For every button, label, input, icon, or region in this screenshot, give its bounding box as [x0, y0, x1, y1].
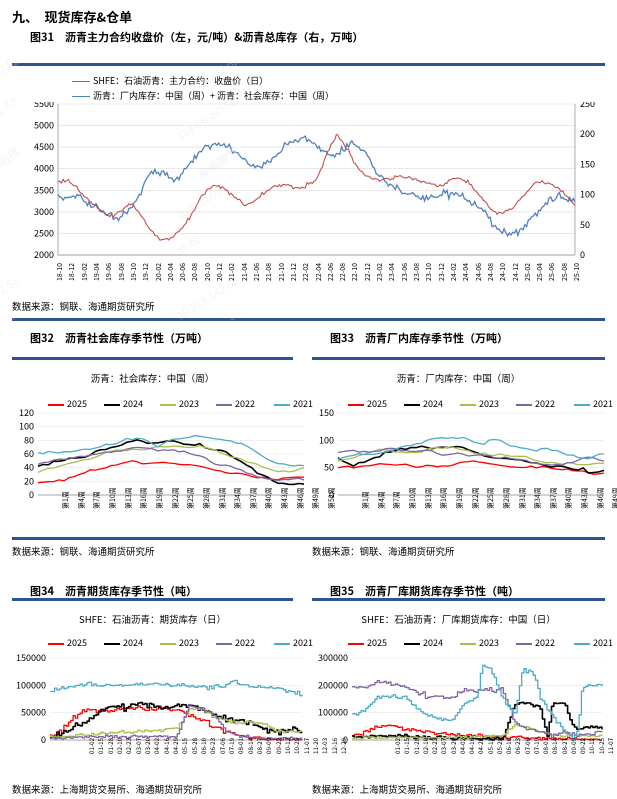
svg-text:300000: 300000: [318, 654, 348, 664]
svg-text:4500: 4500: [34, 140, 54, 153]
svg-text:50000: 50000: [21, 706, 46, 719]
svg-text:100: 100: [319, 433, 334, 446]
svg-text:50: 50: [580, 218, 590, 231]
svg-text:3500: 3500: [34, 183, 54, 196]
svg-text:60: 60: [24, 447, 34, 460]
svg-text:0: 0: [29, 488, 34, 499]
svg-text:250: 250: [580, 102, 595, 110]
svg-text:0: 0: [343, 733, 348, 744]
svg-text:2500: 2500: [34, 226, 54, 239]
svg-text:20: 20: [24, 474, 34, 487]
svg-text:120: 120: [19, 409, 34, 419]
svg-text:50: 50: [324, 461, 334, 474]
svg-text:40: 40: [24, 461, 34, 474]
svg-text:200: 200: [580, 127, 595, 140]
svg-text:150: 150: [580, 157, 595, 170]
svg-text:0: 0: [329, 488, 334, 499]
svg-text:100000: 100000: [318, 706, 348, 719]
svg-text:5000: 5000: [34, 119, 54, 132]
svg-text:200000: 200000: [318, 678, 348, 691]
svg-text:100: 100: [19, 420, 34, 433]
svg-text:80: 80: [24, 433, 34, 446]
svg-text:100: 100: [580, 188, 595, 201]
svg-text:0: 0: [41, 733, 46, 744]
svg-text:5500: 5500: [34, 102, 54, 110]
svg-text:2000: 2000: [34, 248, 54, 261]
svg-text:3000: 3000: [34, 205, 54, 218]
svg-text:150000: 150000: [16, 654, 46, 664]
svg-text:0: 0: [580, 248, 585, 261]
svg-text:4000: 4000: [34, 162, 54, 175]
svg-text:100000: 100000: [16, 678, 46, 691]
svg-text:150: 150: [319, 409, 334, 419]
